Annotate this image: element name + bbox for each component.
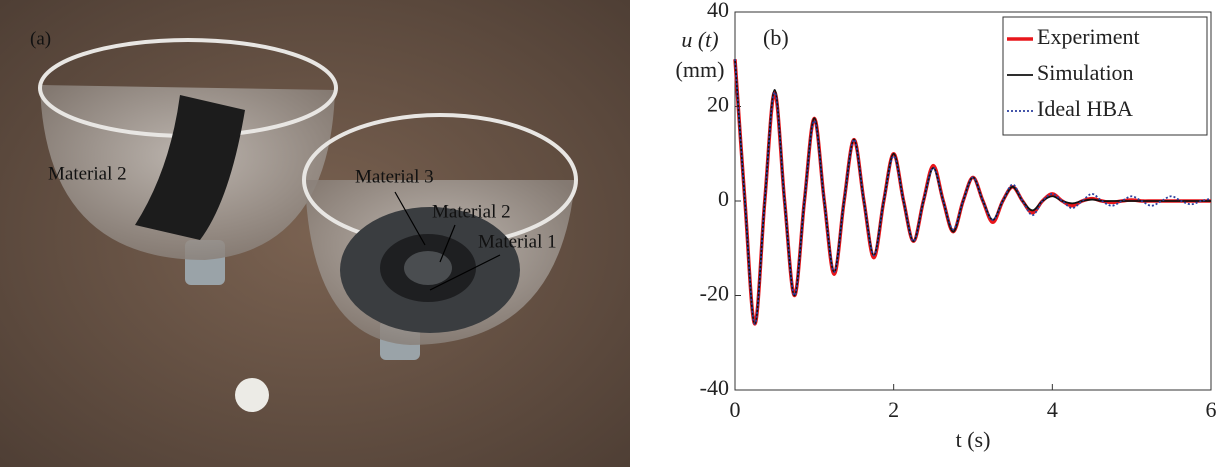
photo: (a) Material 2 Material 3 Material 2 Mat… — [0, 0, 630, 467]
disc-material-1 — [404, 251, 452, 285]
y-tick-label: 40 — [707, 0, 729, 22]
legend-label: Ideal HBA — [1037, 96, 1133, 121]
legend-box — [1002, 16, 1208, 136]
y-tick-label: -40 — [700, 375, 729, 400]
x-tick-label: 2 — [888, 397, 899, 422]
pointer — [429, 254, 501, 291]
panel-label: (a) — [30, 28, 51, 49]
y-axis-label: (mm) — [676, 57, 725, 82]
ball — [235, 378, 269, 412]
annotation: Material 2 — [432, 201, 511, 222]
chart: (b) u (t) (mm) t (s) -40 -20 0 20 40 0 2 4 6 Expe… — [676, 0, 1217, 452]
x-axis-label: t (s) — [956, 427, 991, 452]
legend-label: Simulation — [1037, 60, 1134, 85]
panel-label: (b) — [763, 25, 789, 50]
y-tick-label: 0 — [718, 186, 729, 211]
y-axis-label: u (t) — [681, 27, 718, 52]
x-tick-label: 0 — [730, 397, 741, 422]
x-tick-label: 4 — [1047, 397, 1058, 422]
annotation: Material 1 — [478, 231, 557, 252]
pointer — [439, 224, 456, 263]
annotation: Material 3 — [355, 166, 434, 187]
data-line — [734, 59, 1212, 325]
annotation: Material 2 — [48, 163, 127, 184]
material-strip — [135, 95, 245, 240]
y-tick-label: 20 — [707, 92, 729, 117]
pointer — [394, 191, 426, 246]
x-tick-label: 6 — [1206, 397, 1217, 422]
legend-label: Experiment — [1037, 24, 1140, 49]
y-tick-label: -20 — [700, 281, 729, 306]
